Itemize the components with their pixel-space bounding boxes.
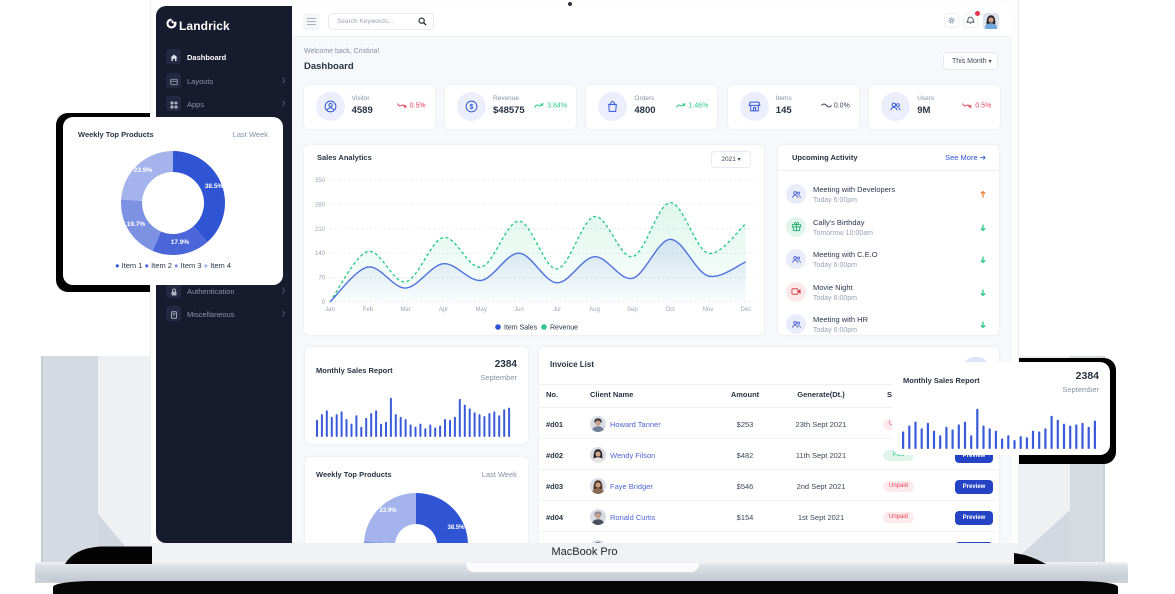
svg-text:140: 140 — [315, 251, 326, 257]
svg-text:38.5%: 38.5% — [205, 183, 224, 190]
svg-text:Sep: Sep — [627, 307, 638, 313]
svg-text:Mar: Mar — [400, 307, 410, 313]
svg-text:280: 280 — [315, 202, 326, 208]
svg-text:23.9%: 23.9% — [379, 508, 397, 514]
svg-text:350: 350 — [315, 178, 326, 184]
svg-text:Dec: Dec — [740, 307, 751, 313]
svg-text:70: 70 — [318, 276, 325, 282]
svg-text:Oct: Oct — [666, 307, 676, 313]
svg-text:23.9%: 23.9% — [134, 167, 153, 174]
svg-text:Apr: Apr — [439, 307, 448, 313]
svg-text:0: 0 — [322, 300, 326, 306]
svg-text:$: $ — [470, 104, 474, 111]
svg-text:Jun: Jun — [514, 307, 524, 313]
svg-text:May: May — [476, 307, 487, 313]
svg-text:19.7%: 19.7% — [127, 221, 146, 228]
svg-text:Aug: Aug — [589, 307, 600, 313]
svg-text:Item Sales: Item Sales — [504, 325, 538, 332]
svg-text:Nov: Nov — [703, 307, 714, 313]
svg-text:17.9%: 17.9% — [171, 239, 190, 246]
svg-text:38.5%: 38.5% — [447, 525, 465, 531]
svg-text:Jan: Jan — [325, 307, 335, 313]
svg-text:Feb: Feb — [363, 307, 374, 313]
svg-text:210: 210 — [315, 227, 326, 233]
svg-text:Jul: Jul — [553, 307, 561, 313]
svg-text:Revenue: Revenue — [550, 325, 578, 332]
